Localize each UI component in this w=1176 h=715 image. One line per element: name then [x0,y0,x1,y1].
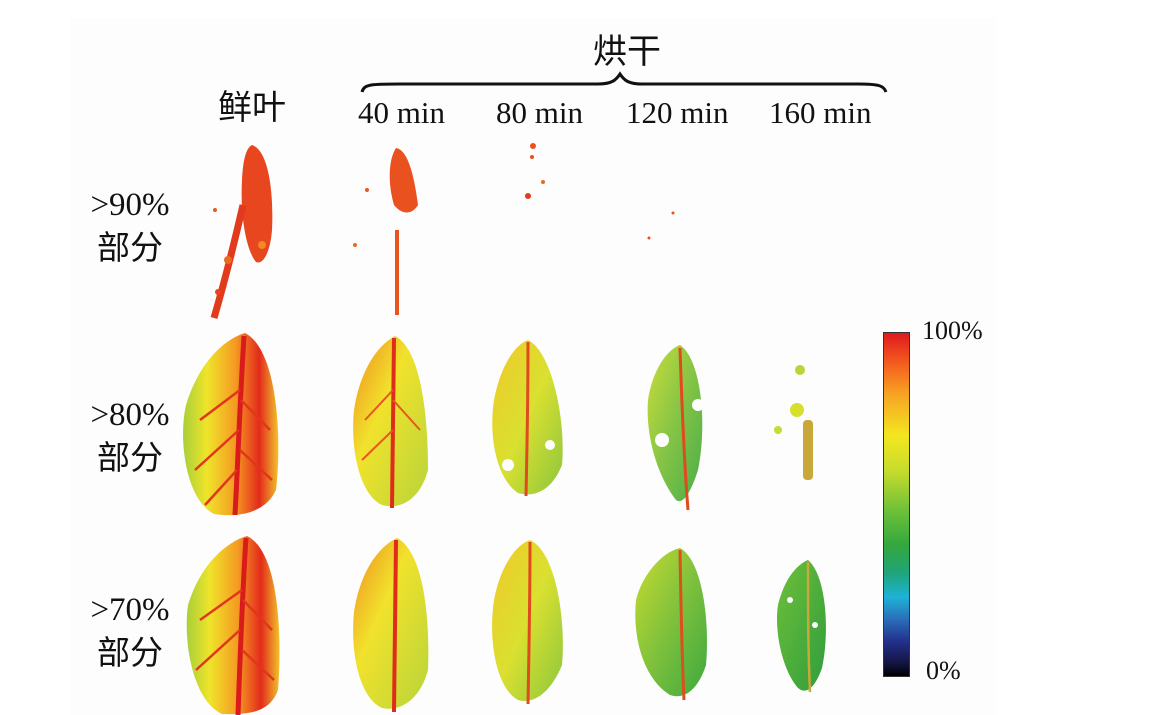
leaf-80min-70 [492,540,563,705]
leaf-fresh-70 [186,536,280,715]
row-label-80: >80% 部分 [70,393,190,481]
row-threshold: >70% [90,592,170,628]
leaf-120min-70 [635,548,707,701]
row-threshold: >80% [90,397,170,433]
row-label-90: >90% 部分 [70,183,190,271]
row-threshold: >90% [90,187,170,223]
colorbar-max-label: 100% [922,316,983,345]
leaf-80min-90 [525,143,545,199]
colorbar-min-label: 0% [926,656,961,685]
leaf-120min-80 [647,345,704,511]
leaf-120min-90 [647,211,675,240]
leaf-40min-70 [353,538,429,713]
row-part: 部分 [97,636,163,672]
row-part: 部分 [97,231,163,267]
leaf-80min-80 [492,340,563,497]
leaf-40min-80 [353,336,428,509]
leaf-fresh-80 [183,333,279,516]
leaf-40min-90 [353,148,418,315]
time-label-160: 160 min [769,95,872,130]
row-part: 部分 [97,441,163,477]
leaf-160min-70 [776,560,826,693]
time-label-80: 80 min [496,95,583,130]
colorbar [883,332,910,677]
leaf-fresh-90 [210,145,273,319]
drying-group-label: 烘干 [593,34,661,71]
fresh-leaf-label: 鲜叶 [218,90,286,127]
time-label-120: 120 min [626,95,729,130]
time-label-40: 40 min [358,95,445,130]
leaf-160min-80 [774,365,813,480]
row-label-70: >70% 部分 [70,588,190,676]
